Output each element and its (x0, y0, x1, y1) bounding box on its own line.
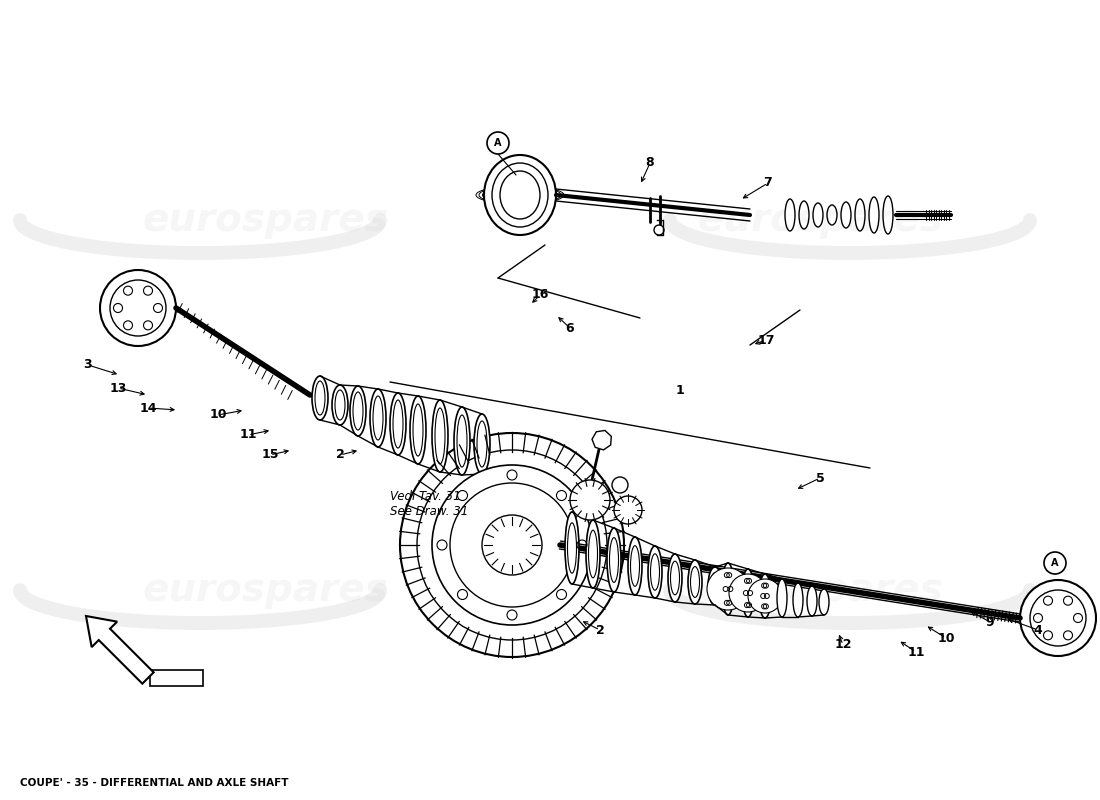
Text: COUPE' - 35 - DIFFERENTIAL AND AXLE SHAFT: COUPE' - 35 - DIFFERENTIAL AND AXLE SHAF… (20, 778, 288, 788)
Ellipse shape (492, 163, 548, 227)
Ellipse shape (393, 400, 403, 448)
Ellipse shape (484, 155, 556, 235)
Ellipse shape (648, 546, 662, 598)
Text: 2: 2 (595, 623, 604, 637)
Ellipse shape (691, 566, 700, 598)
Ellipse shape (842, 202, 851, 228)
Ellipse shape (708, 567, 722, 605)
Text: 7: 7 (763, 177, 772, 190)
Text: 13: 13 (109, 382, 126, 394)
Text: Vedi Tav. 31
See Draw. 31: Vedi Tav. 31 See Draw. 31 (390, 490, 469, 518)
Circle shape (450, 483, 574, 607)
Ellipse shape (565, 512, 579, 584)
Ellipse shape (500, 171, 540, 219)
Ellipse shape (412, 404, 424, 456)
Circle shape (110, 280, 166, 336)
Ellipse shape (434, 408, 446, 464)
Text: 17: 17 (757, 334, 774, 346)
Text: 2: 2 (336, 449, 344, 462)
Text: 9: 9 (986, 615, 994, 629)
Circle shape (748, 579, 782, 613)
Ellipse shape (390, 393, 406, 455)
Text: 4: 4 (1034, 623, 1043, 637)
Ellipse shape (759, 574, 771, 618)
Ellipse shape (332, 385, 348, 425)
Text: 11: 11 (908, 646, 925, 658)
Ellipse shape (820, 589, 829, 615)
Text: A: A (494, 138, 502, 148)
Circle shape (612, 477, 628, 493)
Text: 3: 3 (84, 358, 92, 371)
Ellipse shape (350, 386, 366, 436)
Ellipse shape (477, 421, 487, 467)
Text: 1: 1 (675, 383, 684, 397)
Text: 6: 6 (565, 322, 574, 334)
Ellipse shape (474, 414, 490, 474)
Ellipse shape (370, 389, 386, 447)
Ellipse shape (454, 407, 470, 475)
Text: 5: 5 (815, 471, 824, 485)
Text: A: A (1052, 558, 1058, 568)
Text: eurospares: eurospares (142, 201, 388, 239)
Ellipse shape (353, 392, 363, 430)
Text: 12: 12 (834, 638, 851, 651)
Circle shape (614, 496, 642, 524)
Ellipse shape (410, 396, 426, 464)
Ellipse shape (742, 569, 754, 617)
Polygon shape (592, 430, 612, 450)
FancyArrow shape (86, 616, 154, 684)
Circle shape (1044, 552, 1066, 574)
Ellipse shape (807, 586, 817, 616)
Polygon shape (150, 670, 204, 686)
Ellipse shape (432, 400, 448, 472)
Ellipse shape (373, 396, 383, 440)
Circle shape (570, 480, 611, 520)
Text: eurospares: eurospares (697, 201, 943, 239)
Ellipse shape (456, 415, 468, 467)
Circle shape (1030, 590, 1086, 646)
Ellipse shape (711, 573, 719, 599)
Ellipse shape (668, 554, 682, 602)
Circle shape (432, 465, 592, 625)
Ellipse shape (777, 579, 786, 617)
Ellipse shape (722, 563, 734, 615)
Ellipse shape (607, 528, 621, 592)
Ellipse shape (586, 520, 600, 588)
Text: 14: 14 (140, 402, 156, 414)
Text: 8: 8 (646, 157, 654, 170)
Ellipse shape (688, 560, 702, 604)
Text: eurospares: eurospares (697, 571, 943, 609)
Circle shape (482, 515, 542, 575)
Ellipse shape (609, 538, 618, 582)
Ellipse shape (315, 381, 324, 415)
Text: 15: 15 (262, 449, 278, 462)
Ellipse shape (630, 546, 639, 586)
Ellipse shape (671, 562, 680, 595)
Circle shape (707, 568, 749, 610)
Text: 16: 16 (531, 289, 549, 302)
Ellipse shape (813, 203, 823, 227)
Circle shape (100, 270, 176, 346)
Text: 11: 11 (240, 429, 256, 442)
Ellipse shape (793, 583, 803, 617)
Ellipse shape (628, 537, 642, 595)
Circle shape (1020, 580, 1096, 656)
Circle shape (400, 433, 624, 657)
Ellipse shape (650, 554, 660, 590)
Ellipse shape (588, 530, 597, 578)
Text: eurospares: eurospares (142, 571, 388, 609)
Circle shape (417, 450, 607, 640)
Ellipse shape (568, 523, 576, 573)
Ellipse shape (336, 390, 345, 420)
Circle shape (729, 574, 767, 612)
Ellipse shape (785, 199, 795, 231)
Ellipse shape (312, 376, 328, 420)
Ellipse shape (869, 197, 879, 233)
Text: 10: 10 (937, 631, 955, 645)
Circle shape (487, 132, 509, 154)
Text: 10: 10 (209, 409, 227, 422)
